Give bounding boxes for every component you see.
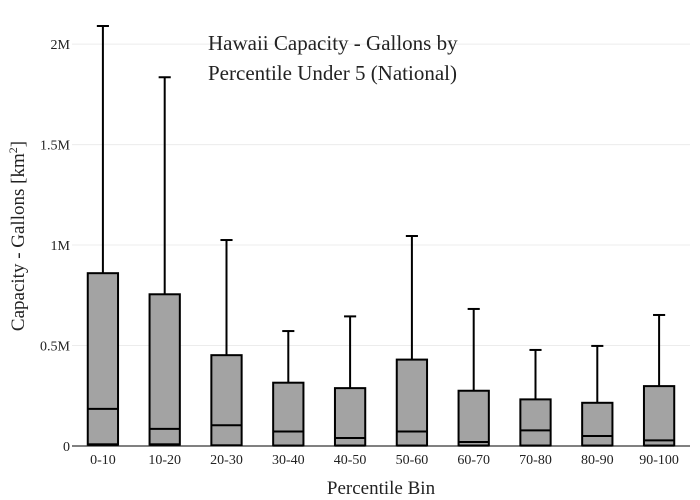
chart-title-line-2: Percentile Under 5 (National)	[208, 61, 457, 85]
iqr-box	[519, 398, 552, 447]
iqr-box	[457, 389, 490, 447]
box-30-40	[272, 330, 305, 447]
iqr-box	[272, 381, 305, 447]
x-tick-label-30-40: 30-40	[272, 453, 305, 468]
box-series	[86, 25, 676, 447]
box-60-70	[457, 307, 490, 447]
x-axis-title: Percentile Bin	[327, 478, 436, 499]
y-tick-label-0: 0	[63, 440, 70, 455]
x-tick-label-70-80: 70-80	[519, 453, 552, 468]
gridlines	[72, 43, 690, 347]
iqr-box	[148, 293, 181, 446]
x-tick-label-80-90: 80-90	[581, 453, 614, 468]
x-tick-label-60-70: 60-70	[457, 453, 490, 468]
x-tick-label-90-100: 90-100	[639, 453, 679, 468]
box-40-50	[333, 315, 367, 447]
iqr-box	[395, 358, 429, 447]
box-70-80	[519, 348, 552, 447]
x-tick-label-10-20: 10-20	[148, 453, 181, 468]
chart-title-line-1: Hawaii Capacity - Gallons by	[208, 31, 458, 55]
y-tick-labels: 0 0.5M 1M 1.5M 2M	[40, 38, 71, 455]
box-90-100	[642, 313, 676, 447]
y-axis-title-end: ]	[8, 141, 29, 147]
box-0-10	[86, 25, 120, 446]
y-tick-label-2: 1M	[51, 239, 71, 254]
x-tick-label-0-10: 0-10	[90, 453, 116, 468]
y-axis-title-main: Capacity - Gallons [km	[8, 153, 29, 331]
x-tick-label-50-60: 50-60	[396, 453, 429, 468]
iqr-box	[210, 354, 243, 447]
x-tick-label-40-50: 40-50	[334, 453, 367, 468]
y-tick-label-4: 2M	[51, 38, 71, 53]
x-tick-labels: 0-10 10-20 20-30 30-40 40-50 50-60 60-70 70-80 8…	[90, 453, 679, 468]
iqr-box	[86, 272, 120, 446]
y-tick-label-1: 0.5M	[40, 340, 71, 355]
iqr-box	[581, 401, 614, 447]
box-20-30	[210, 239, 243, 447]
y-axis-title-superscript: 2	[6, 147, 20, 153]
x-tick-label-20-30: 20-30	[210, 453, 243, 468]
box-80-90	[581, 344, 614, 447]
box-50-60	[395, 235, 429, 447]
iqr-box	[642, 385, 676, 447]
y-axis-title: Capacity - Gallons [km2]	[6, 141, 29, 331]
box-10-20	[148, 76, 181, 446]
y-tick-label-3: 1.5M	[40, 139, 71, 154]
